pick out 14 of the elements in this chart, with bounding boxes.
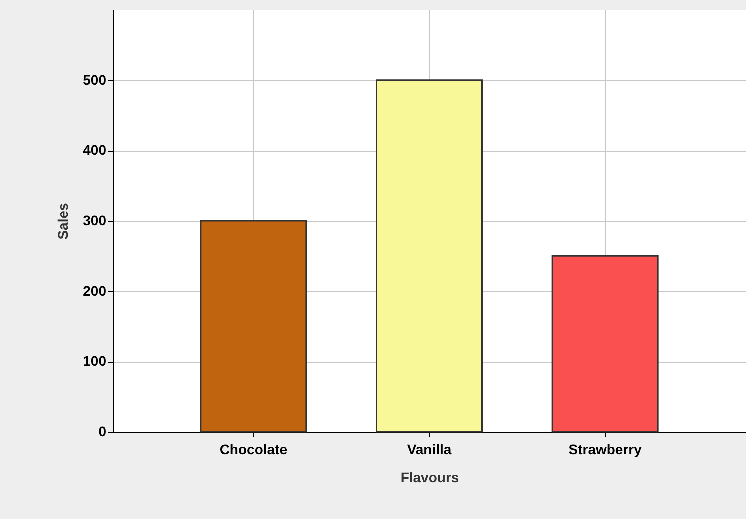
y-tick-label: 100 <box>83 353 107 370</box>
x-axis-title: Flavours <box>400 470 460 486</box>
x-tick-label: Vanilla <box>407 442 452 458</box>
y-tick-label: 400 <box>83 142 107 158</box>
x-tick-label: Chocolate <box>220 442 288 458</box>
y-tick-label: 300 <box>83 212 107 228</box>
bar <box>200 220 308 433</box>
y-tick-label: 0 <box>98 424 107 440</box>
y-tick-label: 500 <box>83 72 107 88</box>
y-tick-label: 200 <box>83 282 107 299</box>
x-tick-label: Strawberry <box>568 442 642 458</box>
y-axis-title: Sales <box>55 202 72 240</box>
bar <box>552 255 659 433</box>
bar <box>376 80 483 433</box>
